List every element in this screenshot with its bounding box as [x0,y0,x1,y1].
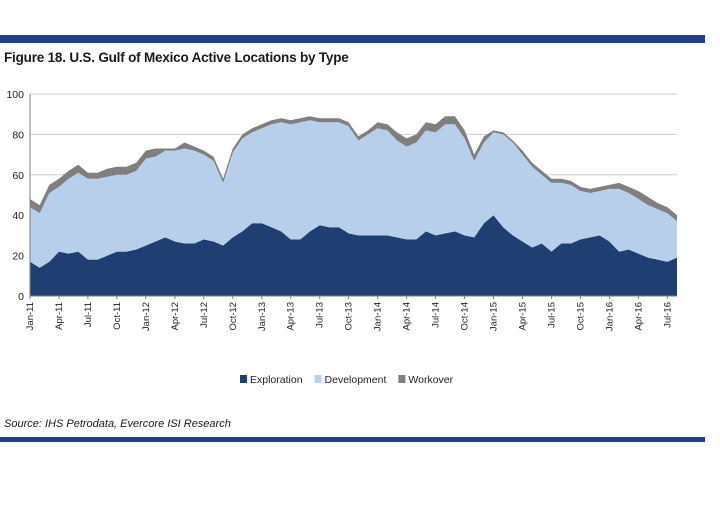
area-development [30,120,677,268]
bottom-rule [0,437,705,442]
x-tick-label: Jan-14 [373,302,384,331]
legend-label-development: Development [325,374,387,386]
x-tick-label: Oct-11 [112,302,123,330]
y-axis-ticks: 0 20 40 60 80 100 [6,89,24,303]
x-tick-label: Oct-15 [575,302,586,331]
x-tick-label: Jul-12 [199,302,210,328]
legend-label-workover: Workover [408,374,453,386]
y-tick-label: 100 [6,89,24,101]
y-tick-label: 0 [18,291,24,303]
x-tick-label: Oct-12 [228,302,239,331]
y-tick-label: 20 [12,251,24,263]
x-tick-label: Jan-11 [25,302,36,330]
x-tick-label: Apr-12 [170,302,181,331]
x-tick-label: Jul-13 [315,302,326,328]
y-tick-label: 60 [12,170,24,182]
area-exploration [30,215,677,296]
x-tick-label: Apr-14 [402,302,413,331]
x-tick-label: Apr-13 [286,302,297,331]
x-tick-label: Jan-15 [489,302,500,331]
x-tick-label: Oct-14 [460,302,471,331]
x-tick-label: Apr-16 [633,302,644,331]
x-tick-label: Jan-16 [604,302,615,331]
top-rule [0,35,705,43]
y-tick-label: 80 [12,129,24,141]
x-tick-label: Jan-12 [141,302,152,331]
chart-areas [30,116,677,296]
legend-label-exploration: Exploration [250,374,303,386]
x-tick-label: Jul-15 [546,302,557,328]
legend-swatch-workover [398,375,406,383]
chart-legend: Exploration Development Workover [240,374,454,386]
x-tick-label: Oct-13 [344,302,355,331]
legend-swatch-exploration [240,375,247,383]
legend-swatch-development [314,375,322,383]
x-tick-label: Jul-14 [431,302,442,328]
x-axis-ticks: Jan-11 Apr-11 Jul-11 Oct-11 Jan-12 Apr-12 Jul-… [25,296,673,331]
x-tick-label: Jan-13 [257,302,268,331]
x-tick-label: Jul-11 [83,302,94,327]
x-tick-label: Apr-11 [54,302,65,330]
chart-axes [29,94,677,297]
x-tick-label: Apr-15 [517,302,528,331]
figure-title: Figure 18. U.S. Gulf of Mexico Active Lo… [4,50,349,65]
source-note: Source: IHS Petrodata, Evercore ISI Rese… [4,418,231,430]
y-tick-label: 40 [12,210,24,222]
x-tick-label: Jul-16 [662,302,673,328]
